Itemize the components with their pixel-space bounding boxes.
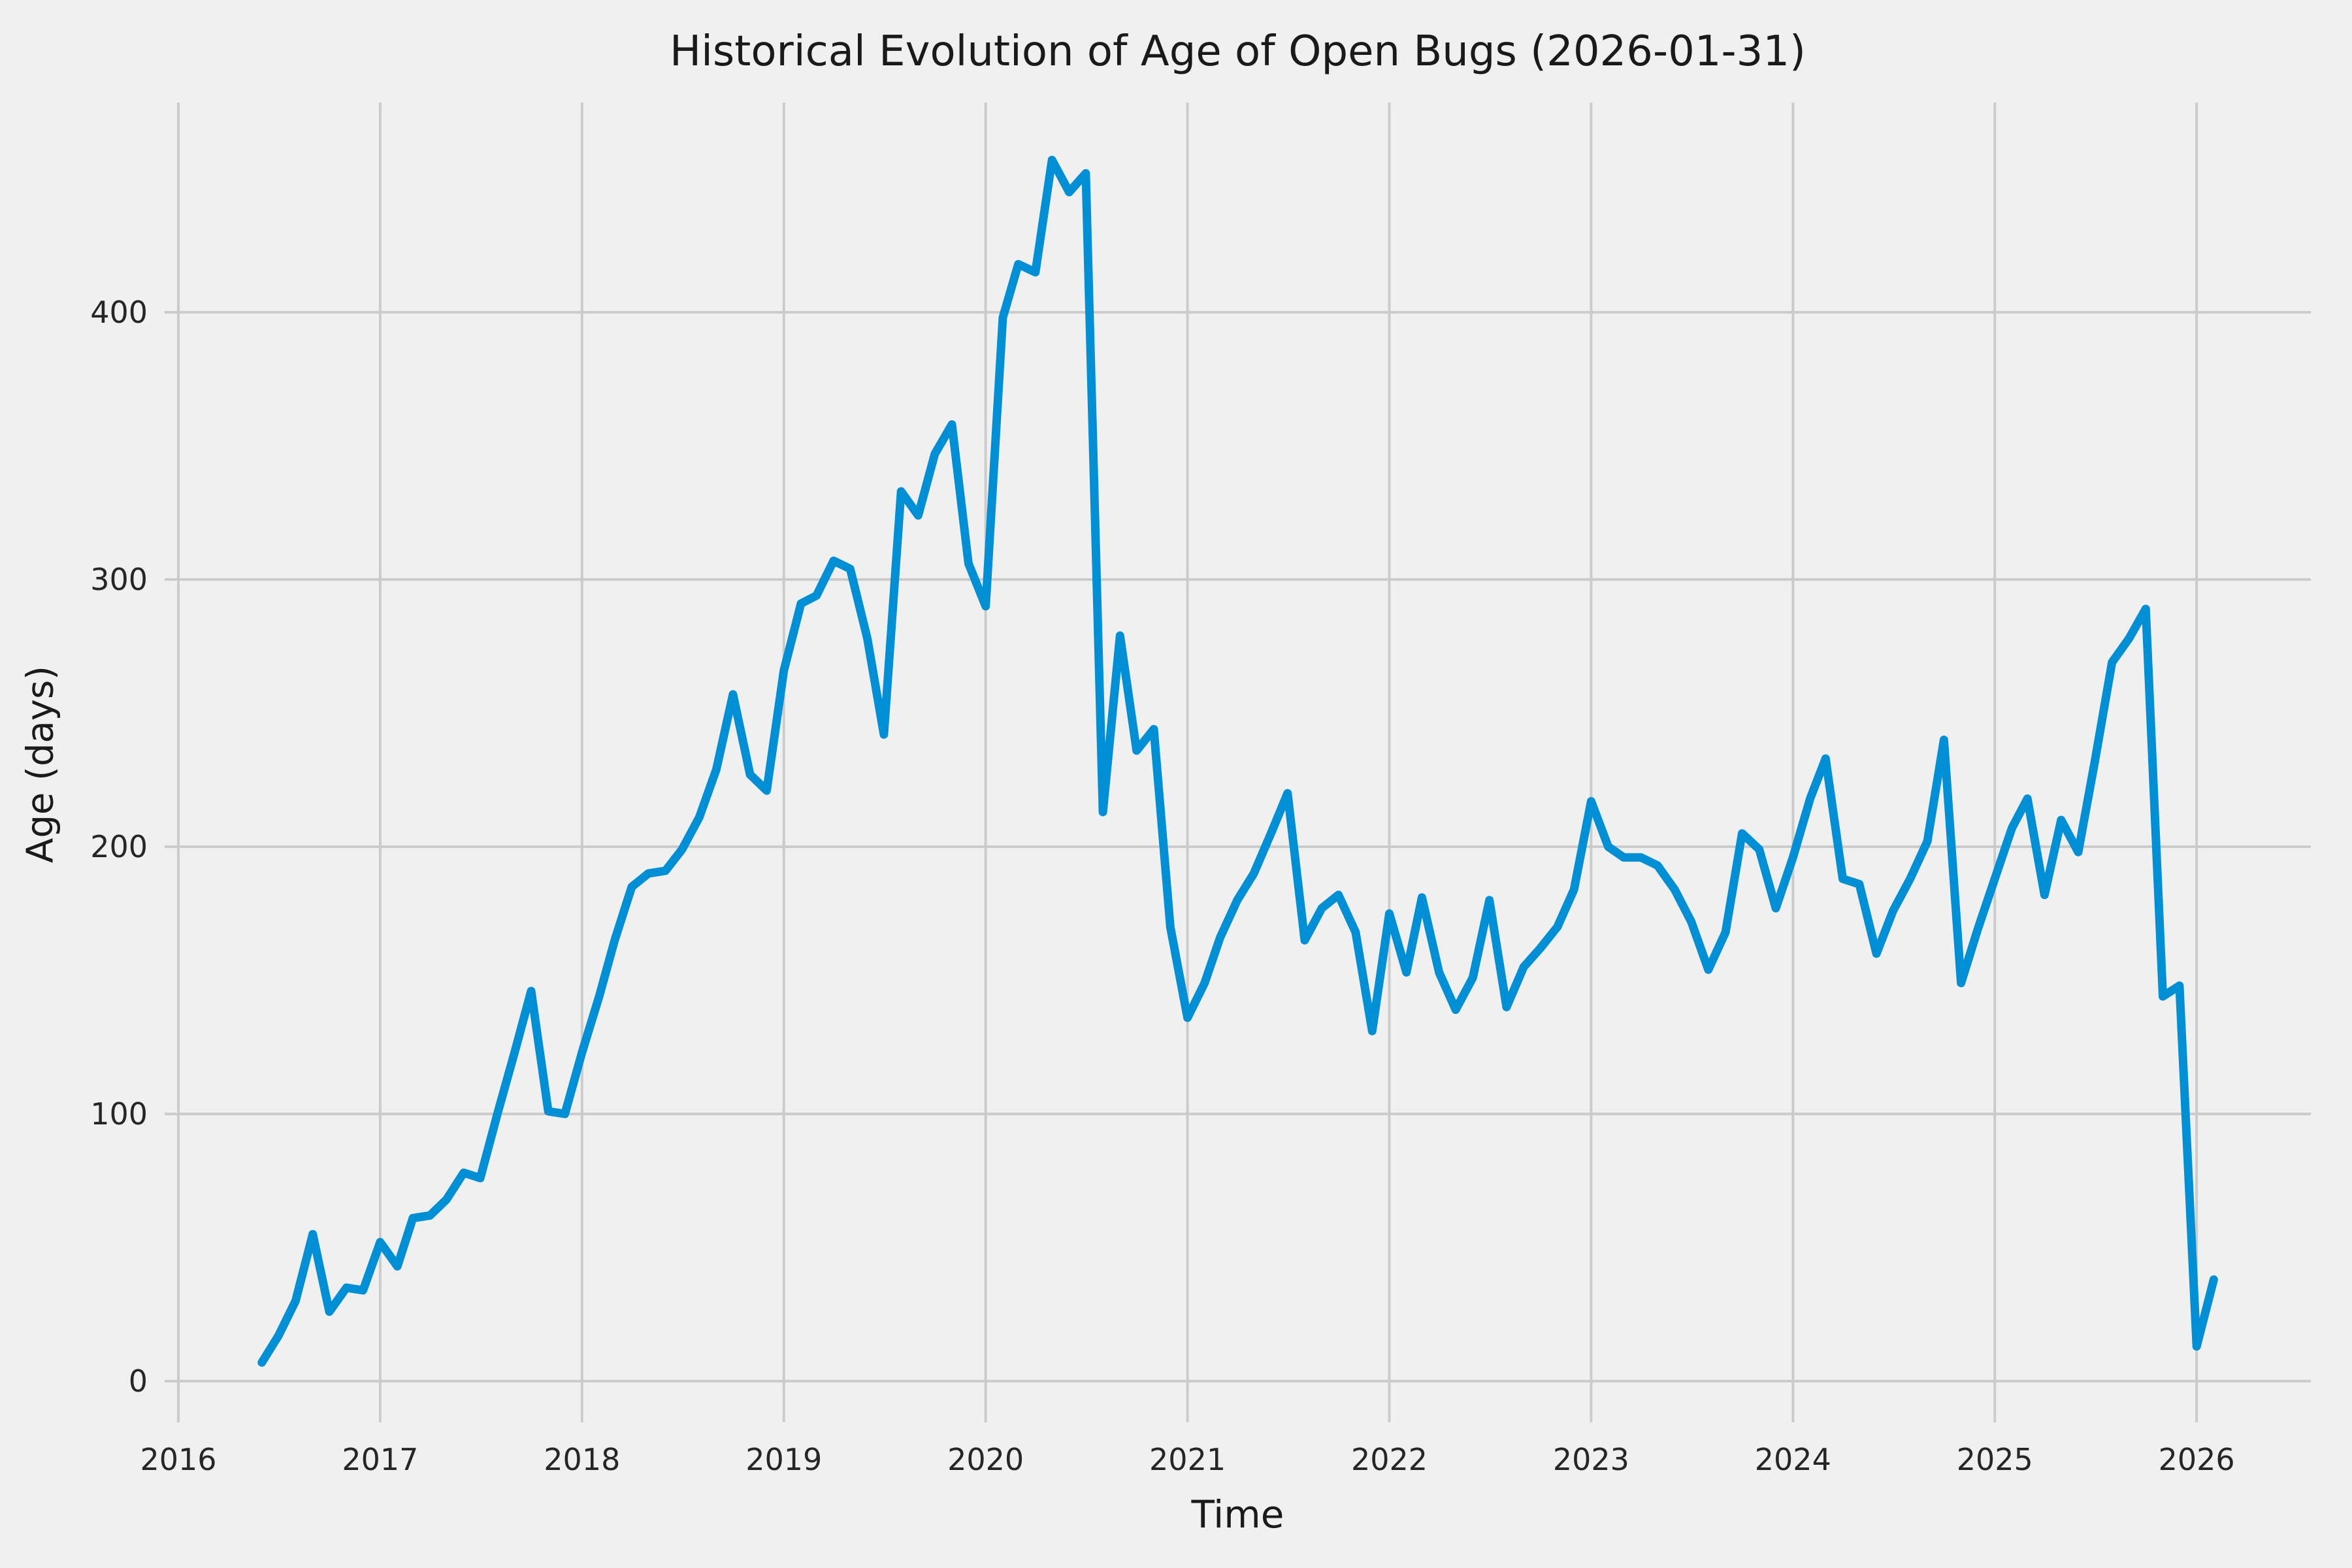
x-tick-label: 2017 <box>342 1442 419 1477</box>
x-tick-label: 2023 <box>1552 1442 1629 1477</box>
x-tick-label: 2021 <box>1149 1442 1226 1477</box>
gridlines <box>165 103 2311 1422</box>
x-tick-label: 2024 <box>1754 1442 1831 1477</box>
x-tick-label: 2026 <box>2158 1442 2235 1477</box>
x-tick-label: 2022 <box>1350 1442 1428 1477</box>
y-tick-label: 300 <box>90 562 148 598</box>
chart-title: Historical Evolution of Age of Open Bugs… <box>670 27 1806 76</box>
y-tick-label: 200 <box>90 829 148 865</box>
x-tick-label: 2020 <box>947 1442 1024 1477</box>
x-tick-label: 2016 <box>140 1442 217 1477</box>
x-tick-label: 2019 <box>745 1442 823 1477</box>
y-tick-label: 0 <box>128 1364 148 1399</box>
y-tick-label: 400 <box>90 295 148 331</box>
x-tick-label: 2025 <box>1956 1442 2033 1477</box>
x-axis-label: Time <box>1191 1492 1284 1537</box>
x-tick-label: 2018 <box>544 1442 621 1477</box>
y-tick-label: 100 <box>90 1096 148 1132</box>
age-line-series <box>257 155 2218 1367</box>
